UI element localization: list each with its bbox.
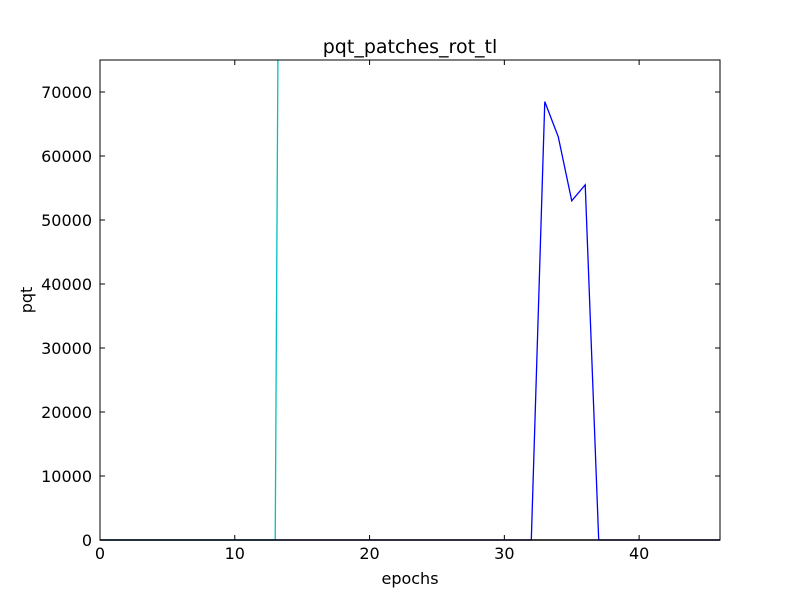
x-tick-label: 0	[95, 544, 105, 563]
y-tick-label: 70000	[41, 83, 92, 102]
y-tick-label: 10000	[41, 467, 92, 486]
x-axis-ticks: 0 10 20 30 40	[95, 60, 649, 563]
y-tick-label: 40000	[41, 275, 92, 294]
series-line-2	[100, 59, 279, 541]
x-tick-label: 40	[629, 544, 649, 563]
plot-lines	[100, 59, 720, 541]
x-tick-label: 30	[494, 544, 514, 563]
y-tick-label: 0	[82, 531, 92, 550]
chart-title: pqt_patches_rot_tl	[323, 36, 498, 58]
x-tick-label: 20	[359, 544, 379, 563]
y-axis-label: pqt	[17, 287, 36, 314]
x-tick-label: 10	[225, 544, 245, 563]
y-tick-label: 50000	[41, 211, 92, 230]
y-tick-label: 60000	[41, 147, 92, 166]
y-axis-ticks: 0 10000 20000 30000 40000 50000 60000 70000	[41, 83, 720, 550]
x-axis-label: epochs	[381, 569, 438, 588]
y-tick-label: 20000	[41, 403, 92, 422]
plot-frame	[99, 59, 721, 541]
y-tick-label: 30000	[41, 339, 92, 358]
series-line-1	[100, 101, 720, 541]
